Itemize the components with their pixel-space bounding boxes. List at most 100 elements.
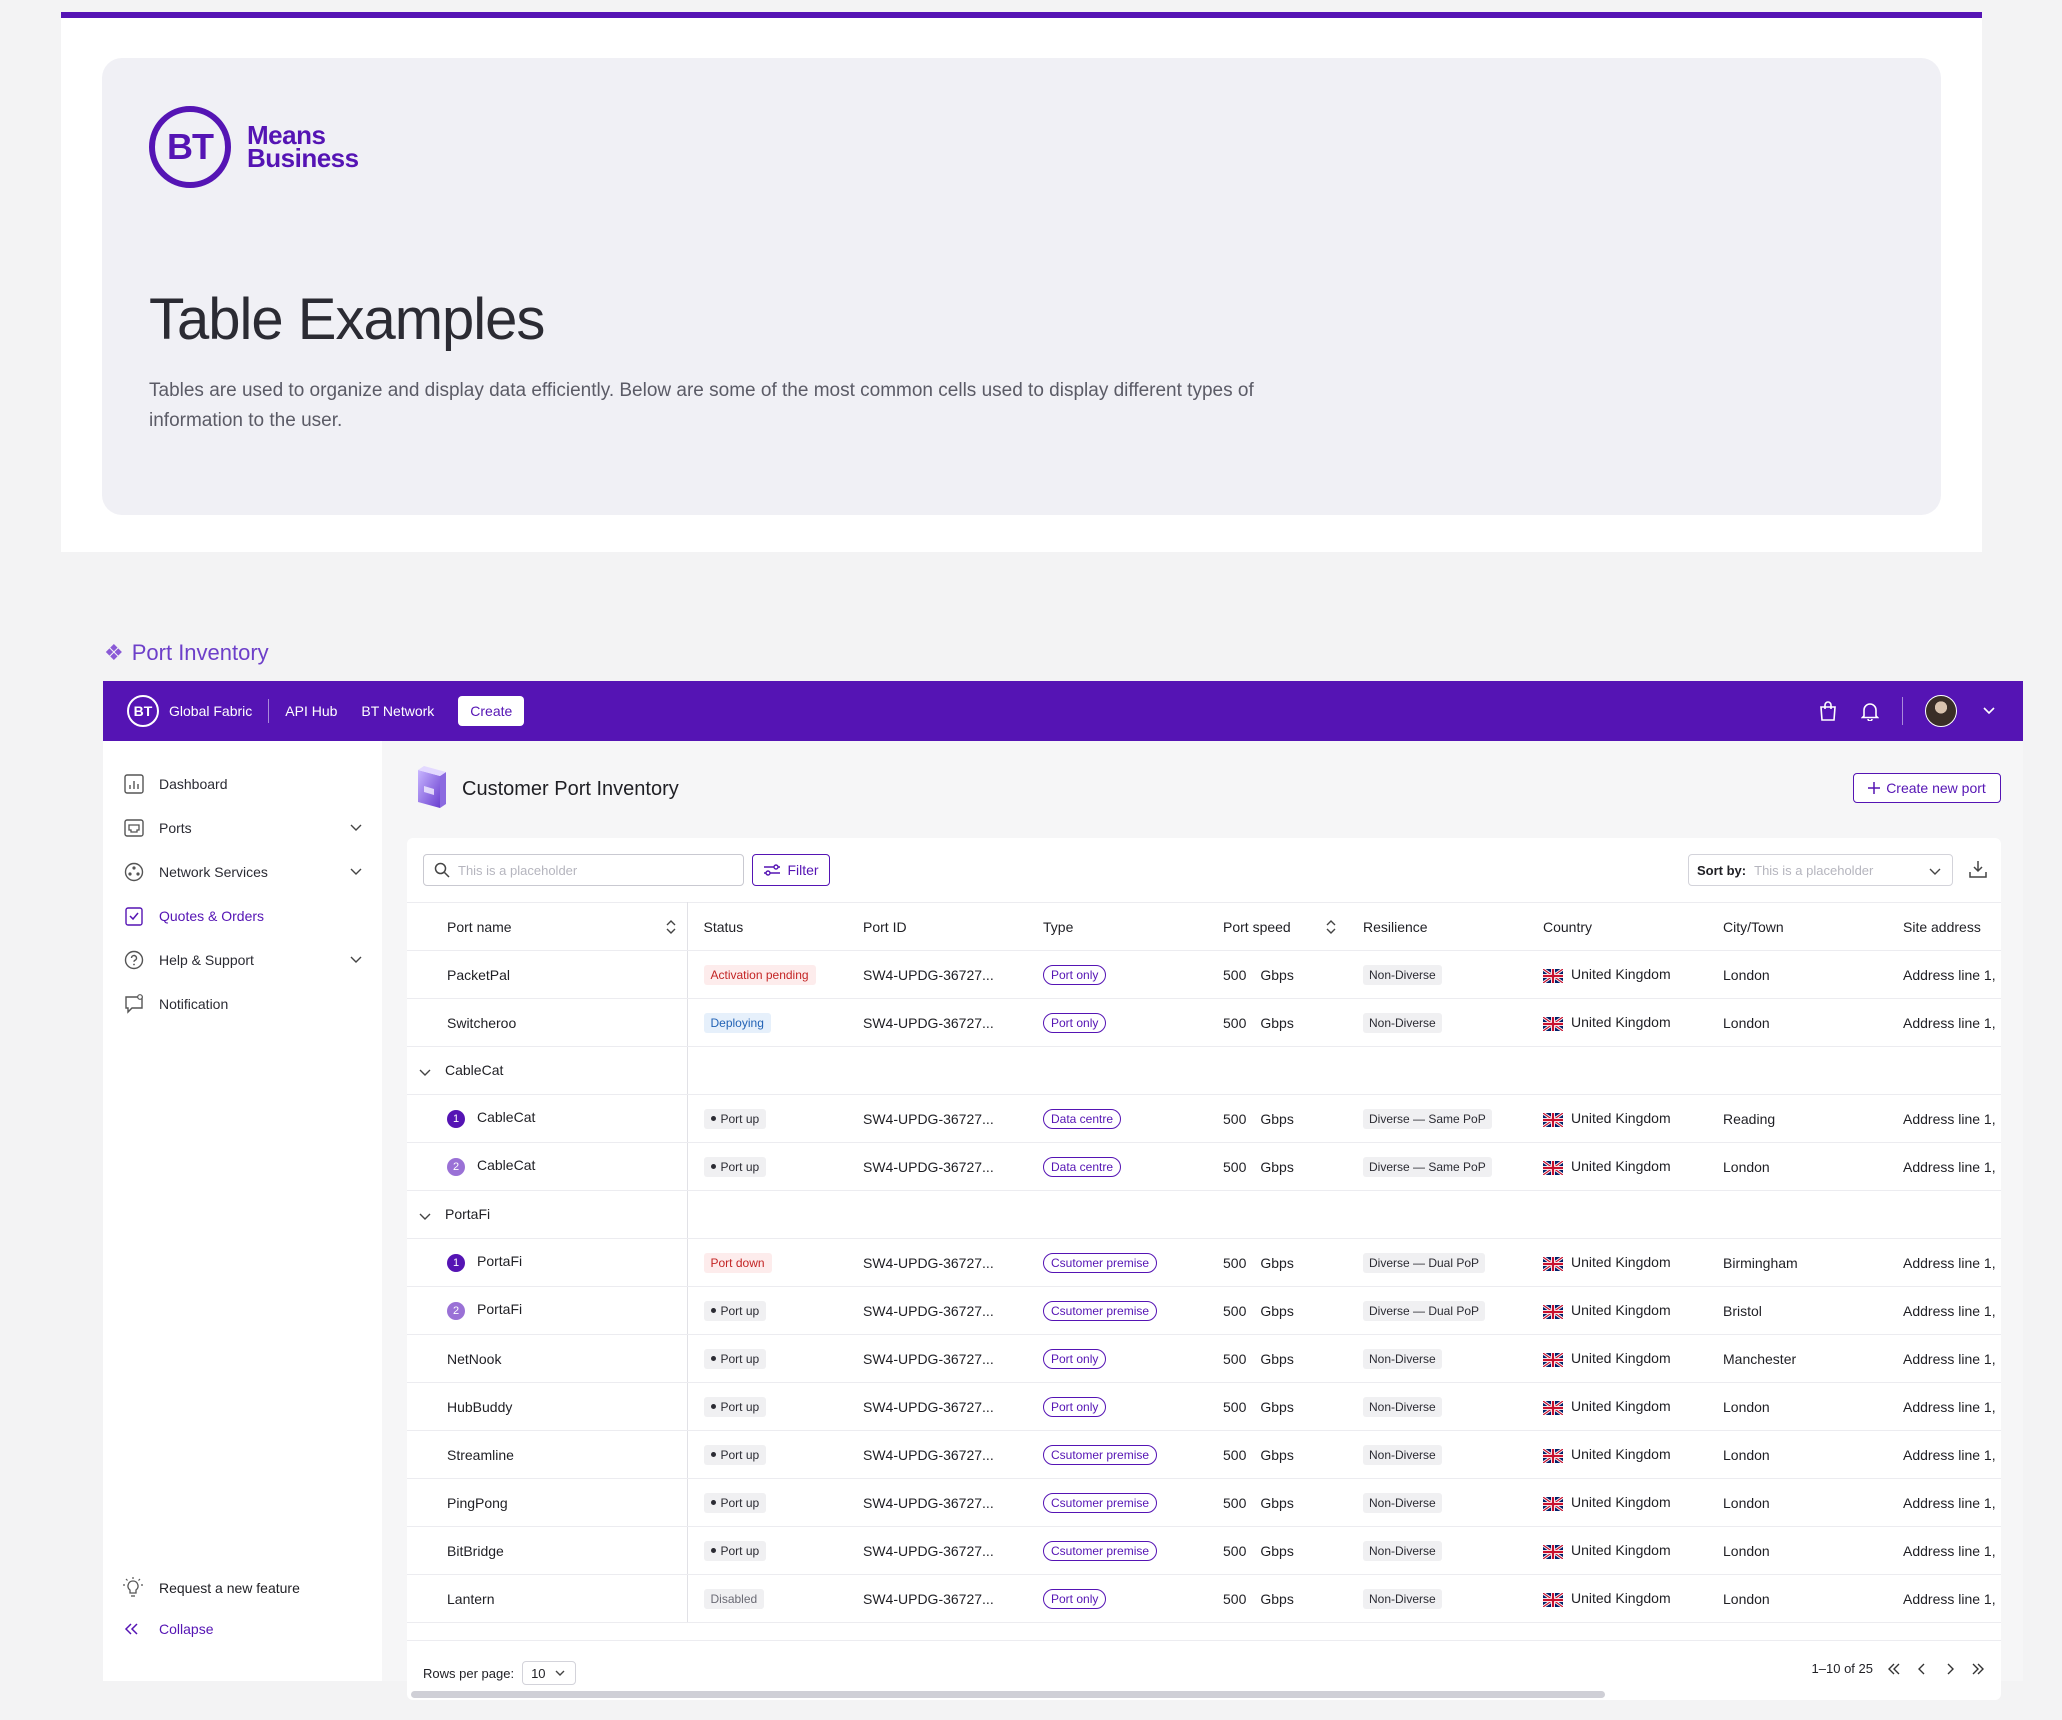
nav-brand[interactable]: Global Fabric bbox=[169, 699, 270, 723]
type-cell: Port only bbox=[1027, 1334, 1207, 1383]
table-row[interactable]: Streamline Port up SW4-UPDG-36727... Csutom… bbox=[407, 1430, 2001, 1479]
table-row[interactable]: 2 PortaFi Port up SW4-UPDG-36727... Csutomer… bbox=[407, 1286, 2001, 1335]
port-name: BitBridge bbox=[447, 1542, 504, 1559]
shopping-bag-icon[interactable] bbox=[1818, 701, 1838, 721]
table-row[interactable]: NetNook Port up SW4-UPDG-36727... Port only… bbox=[407, 1334, 2001, 1383]
chevron-down-icon[interactable] bbox=[417, 1065, 433, 1079]
column-header-city[interactable]: City/Town bbox=[1707, 902, 1887, 951]
user-avatar[interactable] bbox=[1925, 695, 1957, 727]
double-chevron-left-icon bbox=[123, 1622, 145, 1636]
column-header-site-address[interactable]: Site address bbox=[1887, 902, 2001, 951]
table-row[interactable]: PingPong Port up SW4-UPDG-36727... Csutomer… bbox=[407, 1478, 2001, 1527]
country-name: United Kingdom bbox=[1571, 1590, 1671, 1607]
table-row[interactable]: 1 CableCat Port up SW4-UPDG-36727... Data ce… bbox=[407, 1094, 2001, 1143]
speed-value: 500 bbox=[1223, 1494, 1247, 1511]
port-name: CableCat bbox=[477, 1157, 536, 1174]
chevron-down-icon[interactable] bbox=[417, 1209, 433, 1223]
column-header-status[interactable]: Status bbox=[687, 902, 847, 951]
table-body: PacketPal Activation pending SW4-UPDG-3672… bbox=[407, 950, 2001, 1623]
search-input[interactable] bbox=[458, 862, 728, 878]
resilience-cell: Diverse — Same PoP bbox=[1347, 1094, 1527, 1143]
country-name: United Kingdom bbox=[1571, 1494, 1671, 1511]
column-header-type[interactable]: Type bbox=[1027, 902, 1207, 951]
status-cell: Port down bbox=[687, 1238, 847, 1287]
table-row[interactable]: PacketPal Activation pending SW4-UPDG-3672… bbox=[407, 950, 2001, 999]
column-header-port-speed[interactable]: Port speed bbox=[1207, 902, 1347, 951]
horizontal-scrollbar[interactable] bbox=[411, 1691, 1605, 1698]
next-page-icon[interactable] bbox=[1943, 1662, 1957, 1676]
column-header-port-id[interactable]: Port ID bbox=[847, 902, 1027, 951]
first-page-icon[interactable] bbox=[1887, 1662, 1901, 1676]
port-id-cell: SW4-UPDG-36727... bbox=[847, 1382, 1027, 1431]
row-number-badge: 1 bbox=[447, 1109, 465, 1128]
type-cell: Port only bbox=[1027, 1382, 1207, 1431]
table-group-row[interactable]: CableCat bbox=[407, 1046, 2001, 1095]
sidebar-item-network-services[interactable]: Network Services bbox=[123, 857, 363, 887]
resilience-tag: Diverse — Same PoP bbox=[1363, 1156, 1492, 1177]
port-name: NetNook bbox=[447, 1350, 502, 1367]
status-badge: Port up bbox=[703, 1396, 767, 1417]
city-cell: London bbox=[1707, 950, 1887, 999]
table-group-row[interactable]: PortaFi bbox=[407, 1190, 2001, 1239]
nav-link-bt-network[interactable]: BT Network bbox=[361, 703, 435, 719]
chart-icon bbox=[123, 773, 145, 795]
previous-page-icon[interactable] bbox=[1915, 1662, 1929, 1676]
column-header-resilience[interactable]: Resilience bbox=[1347, 902, 1527, 951]
sidebar-item-label: Quotes & Orders bbox=[159, 908, 265, 924]
sidebar-item-help-support[interactable]: Help & Support bbox=[123, 945, 363, 975]
nav-create-button[interactable]: Create bbox=[458, 696, 525, 726]
chevron-down-icon[interactable] bbox=[1979, 701, 1999, 721]
uk-flag-icon bbox=[1543, 1352, 1563, 1367]
port-name: Streamline bbox=[447, 1446, 514, 1463]
app-frame: BT Global Fabric API Hub BT Network Crea… bbox=[103, 681, 2023, 1700]
port-name-cell: NetNook bbox=[407, 1334, 688, 1383]
table-row[interactable]: HubBuddy Port up SW4-UPDG-36727... Port onl… bbox=[407, 1382, 2001, 1431]
port-name-cell: Lantern bbox=[407, 1574, 688, 1623]
table-row[interactable]: BitBridge Port up SW4-UPDG-36727... Csutome… bbox=[407, 1526, 2001, 1575]
group-empty-cell bbox=[687, 1046, 2001, 1095]
table-row[interactable]: 2 CableCat Port up SW4-UPDG-36727... Data ce… bbox=[407, 1142, 2001, 1191]
create-new-port-button[interactable]: Create new port bbox=[1853, 773, 2001, 803]
country-name: United Kingdom bbox=[1571, 1158, 1671, 1175]
table-row[interactable]: 1 PortaFi Port down SW4-UPDG-36727... Csutom… bbox=[407, 1238, 2001, 1287]
bell-icon[interactable] bbox=[1860, 701, 1880, 721]
sidebar-item-dashboard[interactable]: Dashboard bbox=[123, 769, 363, 799]
status-badge: Port up bbox=[703, 1108, 767, 1129]
last-page-icon[interactable] bbox=[1971, 1662, 1985, 1676]
column-header-country[interactable]: Country bbox=[1527, 902, 1707, 951]
country-cell: United Kingdom bbox=[1527, 1478, 1707, 1527]
nav-link-api-hub[interactable]: API Hub bbox=[285, 703, 338, 719]
column-header-label: City/Town bbox=[1723, 918, 1784, 935]
chevron-down-icon[interactable] bbox=[349, 864, 363, 878]
port-name: PacketPal bbox=[447, 966, 511, 983]
status-cell: Port up bbox=[687, 1526, 847, 1575]
bt-nav-logo[interactable]: BT bbox=[127, 695, 159, 727]
chevron-down-icon[interactable] bbox=[349, 820, 363, 834]
port-speed-cell: 500 Gbps bbox=[1207, 1526, 1347, 1575]
table-row[interactable]: Switcheroo Deploying SW4-UPDG-36727... Port… bbox=[407, 998, 2001, 1047]
resilience-cell: Diverse — Dual PoP bbox=[1347, 1286, 1527, 1335]
download-icon[interactable] bbox=[1969, 860, 1987, 878]
group-empty-cell bbox=[687, 1190, 2001, 1239]
sort-icon[interactable] bbox=[665, 919, 677, 935]
sidebar-item-quotes-orders[interactable]: Quotes & Orders bbox=[123, 901, 363, 931]
group-name-cell[interactable]: CableCat bbox=[407, 1046, 688, 1095]
request-feature-link[interactable]: Request a new feature bbox=[123, 1577, 300, 1599]
sort-by-select[interactable]: Sort by: This is a placeholder bbox=[1688, 854, 1953, 886]
chevron-down-icon[interactable] bbox=[349, 952, 363, 966]
group-name-cell[interactable]: PortaFi bbox=[407, 1190, 688, 1239]
site-address-cell: Address line 1, bbox=[1887, 1382, 2001, 1431]
status-badge: Disabled bbox=[703, 1588, 765, 1609]
country-cell: United Kingdom bbox=[1527, 998, 1707, 1047]
sidebar-item-ports[interactable]: Ports bbox=[123, 813, 363, 843]
uk-flag-icon bbox=[1543, 1256, 1563, 1271]
collapse-button[interactable]: Collapse bbox=[123, 1621, 213, 1637]
column-header-port-name[interactable]: Port name bbox=[407, 902, 688, 951]
filter-button[interactable]: Filter bbox=[752, 854, 830, 886]
sidebar-item-notification[interactable]: Notification bbox=[123, 989, 363, 1019]
sort-icon[interactable] bbox=[1325, 919, 1337, 935]
resilience-tag: Non-Diverse bbox=[1363, 1396, 1442, 1417]
rows-per-page-select[interactable]: 10 bbox=[522, 1661, 577, 1685]
table-row[interactable]: Lantern Disabled SW4-UPDG-36727... Port onl… bbox=[407, 1574, 2001, 1623]
network-icon bbox=[123, 861, 145, 883]
